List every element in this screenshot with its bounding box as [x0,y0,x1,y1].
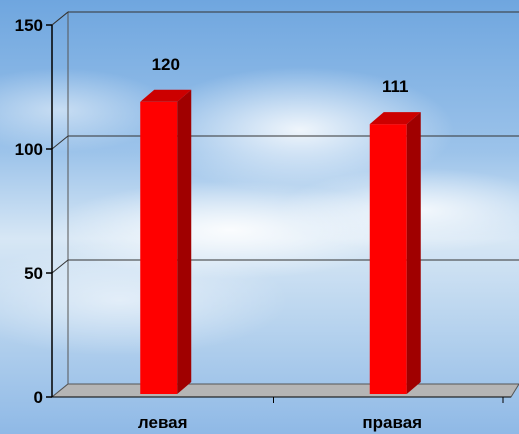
floor-plane [50,383,519,398]
bar-top [140,89,192,102]
category-label: правая [362,413,422,432]
bar-top [369,112,421,125]
gridline-side [51,259,69,274]
data-label: 120 [152,55,180,74]
y-tick-label: 150 [15,16,43,35]
data-label: 111 [382,77,409,96]
bar-1 [140,89,192,395]
bar-front [140,101,178,395]
x-category-labels: левая правая [138,413,422,432]
gridlines [51,11,519,274]
category-label: левая [138,413,188,432]
chart-walls [51,10,69,399]
y-tick-label: 50 [24,264,43,283]
bars [140,89,421,395]
gridline-side [51,135,69,150]
side-wall [51,10,69,399]
y-tick-label: 100 [15,140,43,159]
bar-side [406,112,421,395]
y-tick-label: 0 [34,388,43,407]
y-tick-labels: 0 50 100 150 [15,16,43,407]
bar-2 [369,112,421,395]
data-labels: 120 111 [152,55,409,96]
chart-floor [50,383,519,398]
y-axis [46,24,511,403]
bar-side [177,89,192,395]
gridline-side [51,11,69,26]
bar-front [369,124,407,395]
